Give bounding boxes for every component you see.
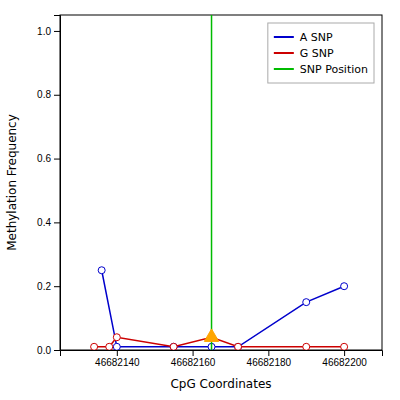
y-tick-mark	[54, 222, 60, 223]
y-tick: 0.2	[37, 281, 60, 292]
y-tick: 0.4	[37, 217, 60, 228]
x-tick-label: 46682180	[247, 357, 292, 368]
y-tick-mark	[54, 286, 60, 287]
x-tick-mark	[193, 350, 194, 356]
point-marker	[91, 343, 98, 350]
point-marker	[170, 343, 177, 350]
y-tick-mark	[54, 95, 60, 96]
y-tick-label: 1.0	[37, 26, 51, 37]
x-tick: 46682160	[171, 350, 216, 368]
y-tick-mark	[54, 31, 60, 32]
y-tick-label: 0.6	[37, 153, 51, 164]
y-tick: 1.0	[37, 26, 60, 37]
plot-frame	[60, 15, 382, 350]
legend-box	[268, 23, 374, 83]
vertical-line	[211, 15, 213, 350]
y-tick-mark	[54, 159, 60, 160]
legend-label: G SNP	[300, 47, 334, 60]
point-marker	[113, 343, 120, 350]
point-marker	[341, 343, 348, 350]
x-tick: 46682180	[247, 350, 292, 368]
x-tick-mark	[268, 350, 269, 356]
point-marker	[98, 267, 105, 274]
point-marker	[341, 283, 348, 290]
x-tick: 46682200	[322, 350, 367, 368]
legend-swatch	[274, 36, 294, 38]
y-tick-label: 0.4	[37, 217, 51, 228]
x-tick-label: 46682140	[95, 357, 140, 368]
series-line	[102, 270, 344, 347]
legend-swatch	[274, 52, 294, 54]
y-tick: 0.8	[37, 89, 60, 100]
point-marker	[303, 299, 310, 306]
y-axis-title: Methylation Frequency	[5, 114, 19, 251]
x-tick-mark	[117, 350, 118, 356]
y-tick: 0.6	[37, 153, 60, 164]
x-tick: 46682140	[95, 350, 140, 368]
point-marker	[303, 343, 310, 350]
x-axis: 46682140 46682160 46682180 46682200	[61, 350, 383, 368]
legend-label: A SNP	[300, 31, 333, 44]
point-marker	[106, 343, 113, 350]
point-marker	[113, 334, 120, 341]
y-tick-label: 0.8	[37, 89, 51, 100]
legend-label: SNP Position	[300, 63, 368, 76]
chart: 466821404668216046682180466822000.00.20.…	[0, 0, 400, 400]
legend: A SNP G SNP SNP Position	[268, 23, 374, 83]
y-axis-line	[54, 16, 61, 351]
point-marker	[204, 329, 218, 341]
x-tick-label: 46682200	[322, 357, 367, 368]
x-tick-label: 46682160	[171, 357, 216, 368]
y-tick-label: 0.0	[37, 345, 51, 356]
legend-swatch	[274, 68, 294, 70]
point-marker	[235, 343, 242, 350]
x-axis-title: CpG Coordinates	[170, 377, 271, 391]
point-marker	[170, 343, 177, 350]
y-axis: 0.0 0.2 0.4 0.6 0.8 1.0	[37, 16, 60, 356]
point-marker	[235, 343, 242, 350]
y-tick-label: 0.2	[37, 281, 51, 292]
x-axis-line	[61, 351, 383, 357]
y-tick-mark	[54, 350, 60, 351]
y-tick: 0.0	[37, 345, 60, 356]
x-tick-mark	[344, 350, 345, 356]
